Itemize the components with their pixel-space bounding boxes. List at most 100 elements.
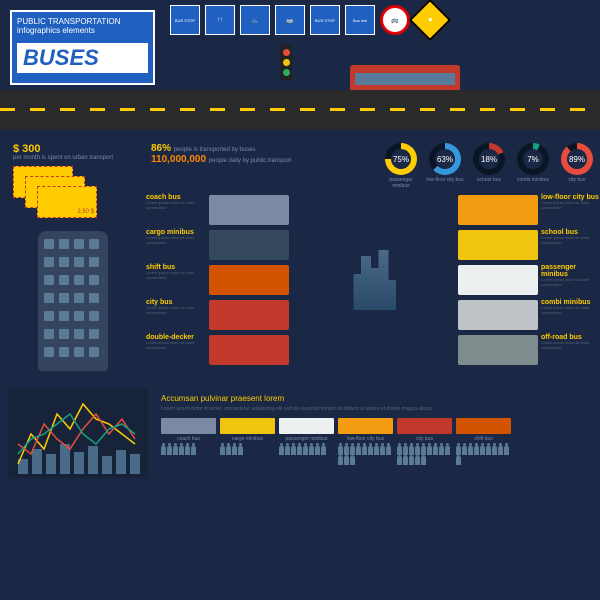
- person-icon: [238, 446, 243, 455]
- person-icon: [474, 446, 479, 455]
- bottom-row: Accumsan pulvinar praesent lorem Lorem i…: [8, 389, 600, 479]
- person-icon: [504, 446, 509, 455]
- people-group: [456, 446, 511, 465]
- seat-icon: [44, 311, 54, 321]
- donut-label: passenger minibus: [382, 177, 420, 189]
- seat-icon: [44, 347, 54, 357]
- ticket-icon: 2,50 $: [37, 186, 97, 218]
- traffic-light-icon: [280, 45, 292, 80]
- city-icon: [292, 250, 455, 310]
- people-group: [279, 446, 334, 455]
- person-icon: [368, 446, 373, 455]
- bus-icon: [458, 265, 538, 295]
- person-icon: [397, 456, 402, 465]
- bus-types-grid: coach busLorem ipsum dolor sit amet cons…: [146, 194, 600, 366]
- donut-chart: 75% passenger minibus: [382, 143, 420, 189]
- line-chart: [8, 389, 148, 479]
- person-icon: [380, 446, 385, 455]
- person-icon: [279, 446, 284, 455]
- person-icon: [456, 456, 461, 465]
- person-icon: [427, 446, 432, 455]
- donut-chart: 18%school bus: [470, 143, 508, 189]
- capacity-bus: shift bus: [456, 418, 511, 442]
- person-icon: [445, 446, 450, 455]
- seat-icon: [59, 239, 69, 249]
- seat-icon: [74, 311, 84, 321]
- seat-icon: [44, 239, 54, 249]
- seat-icon: [59, 275, 69, 285]
- person-icon: [173, 446, 178, 455]
- seat-icon: [89, 347, 99, 357]
- seat-icon: [89, 239, 99, 249]
- donut-value: 89%: [561, 143, 593, 175]
- bus-icon: [458, 230, 538, 260]
- road-sign-icon: Bus line: [345, 5, 375, 35]
- subtitle2: infographics elements: [17, 26, 148, 35]
- road-sign-icon: BUS STOP: [310, 5, 340, 35]
- seat-icon: [89, 311, 99, 321]
- person-icon: [362, 446, 367, 455]
- donut-label: low-floor city bus: [426, 177, 464, 183]
- bus-type-label: double-deckerLorem ipsum dolor sit amet …: [146, 334, 206, 366]
- capacity-block: Accumsan pulvinar praesent lorem Lorem i…: [156, 389, 600, 479]
- donut-value: 7%: [517, 143, 549, 175]
- person-icon: [480, 446, 485, 455]
- capacity-bus: cargo minibus: [220, 418, 275, 442]
- person-icon: [226, 446, 231, 455]
- person-icon: [350, 456, 355, 465]
- stats-row: 86% people is transported by buses110,00…: [146, 138, 600, 194]
- capacity-buses: coach buscargo minibuspassenger minibusl…: [161, 418, 596, 442]
- left-column: $ 300 per month is spent on urban transp…: [8, 138, 138, 376]
- donut-chart: 7% combi minibus: [514, 143, 552, 189]
- road-sign-icon: BUS STOP: [170, 5, 200, 35]
- seat-icon: [74, 275, 84, 285]
- bus-type-label: school busLorem ipsum dolor sit amet con…: [541, 229, 600, 261]
- donut-value: 75%: [385, 143, 417, 175]
- capacity-title: Accumsan pulvinar praesent lorem: [161, 394, 596, 403]
- people-group: [338, 446, 393, 465]
- person-icon: [185, 446, 190, 455]
- donut-label: city bus: [558, 177, 596, 183]
- seat-icon: [44, 329, 54, 339]
- seat-icon: [59, 311, 69, 321]
- person-icon: [220, 446, 225, 455]
- seat-icon: [44, 257, 54, 267]
- bus-icon: [209, 300, 289, 330]
- seat-icon: [59, 347, 69, 357]
- person-icon: [321, 446, 326, 455]
- stat-block: 86% people is transported by buses110,00…: [151, 143, 321, 189]
- stat-value: 110,000,000: [151, 154, 209, 165]
- capacity-bus: coach bus: [161, 418, 216, 442]
- bus-type-label: cargo minibusLorem ipsum dolor sit amet …: [146, 229, 206, 261]
- bus-icon: [209, 265, 289, 295]
- person-icon: [161, 446, 166, 455]
- person-icon: [344, 456, 349, 465]
- seat-icon: [89, 329, 99, 339]
- bus-icon: [209, 230, 289, 260]
- capacity-people: [161, 446, 596, 465]
- donut-label: combi minibus: [514, 177, 552, 183]
- person-icon: [291, 446, 296, 455]
- person-icon: [303, 446, 308, 455]
- spend-value: $ 300: [13, 143, 133, 155]
- seat-icon: [74, 239, 84, 249]
- road-sign-icon: 🚌: [275, 5, 305, 35]
- seat-icon: [74, 293, 84, 303]
- bus-icon: [458, 300, 538, 330]
- person-icon: [421, 456, 426, 465]
- person-icon: [356, 446, 361, 455]
- capacity-bus: city bus: [397, 418, 452, 442]
- person-icon: [285, 446, 290, 455]
- road-signs: BUS STOP↑↑🚲🚌BUS STOPBus line🚌⬥: [170, 5, 450, 35]
- person-icon: [498, 446, 503, 455]
- seat-icon: [59, 293, 69, 303]
- right-column: 86% people is transported by buses110,00…: [146, 138, 600, 376]
- bus-type-label: city busLorem ipsum dolor sit amet conse…: [146, 299, 206, 331]
- subtitle: PUBLIC TRANSPORTATION: [17, 17, 148, 26]
- capacity-bus: low-floor city bus: [338, 418, 393, 442]
- seat-icon: [89, 293, 99, 303]
- seat-icon: [89, 257, 99, 267]
- donut-chart: 89% city bus: [558, 143, 596, 189]
- person-icon: [492, 446, 497, 455]
- person-icon: [409, 456, 414, 465]
